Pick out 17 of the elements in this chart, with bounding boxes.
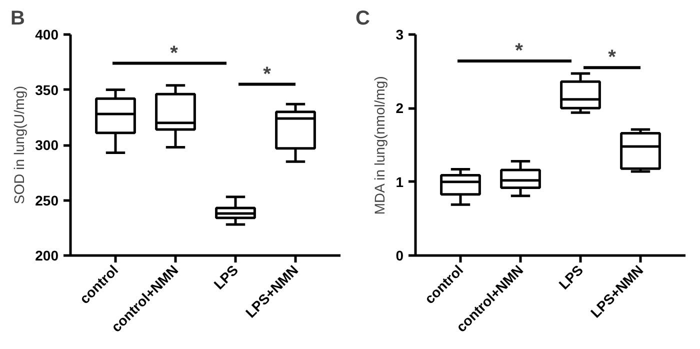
chart-title: B: [10, 8, 25, 30]
y-tick-label: 1: [396, 174, 404, 190]
y-tick-label: 350: [35, 82, 59, 98]
annotation: *: [263, 63, 272, 86]
y-tick-label: 3: [396, 26, 404, 42]
y-tick-label: 400: [35, 26, 59, 42]
chart-title: C: [356, 8, 370, 30]
annotation: *: [515, 40, 524, 62]
y-axis-title: SOD in lung(U/mg): [11, 86, 28, 204]
annotation: *: [170, 42, 178, 64]
y-tick-label: 250: [35, 192, 59, 208]
annotation: *: [608, 46, 616, 69]
y-tick-label: 300: [35, 137, 59, 153]
y-axis-title: MDA in lung(nmol/mg): [372, 76, 388, 215]
y-tick-label: 200: [35, 248, 59, 264]
y-tick-label: 0: [396, 248, 404, 264]
y-tick-label: 2: [396, 100, 404, 116]
